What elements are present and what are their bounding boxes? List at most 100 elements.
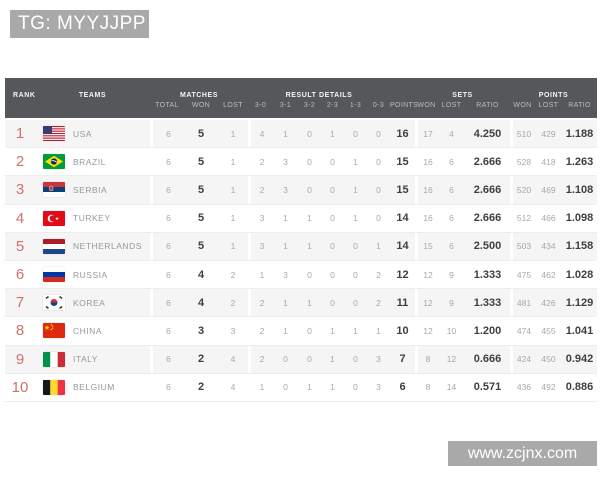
cell-result-3-2: 0 <box>307 128 312 139</box>
cell-result-3-0: 2 <box>248 148 273 176</box>
table-row[interactable]: 8 CHINA 6 3 3 2 1 0 1 1 1 10 12 10 1.200… <box>5 317 597 346</box>
cell-matches-won: 5 <box>197 240 205 253</box>
tg-badge: TG: MYYJJPP <box>10 10 149 38</box>
col-header-2-3: 2-3 <box>326 102 339 109</box>
cell-matches-lost: 2 <box>230 297 236 308</box>
rank-cell: 5 <box>15 237 25 255</box>
cell-matches-total: 6 <box>150 345 184 373</box>
cell-matches-total: 6 <box>150 176 184 204</box>
col-header-sets-ratio: RATIO <box>476 102 499 109</box>
kr-flag-icon <box>43 295 65 311</box>
table-row[interactable]: 5 NETHERLANDS 6 5 1 3 1 1 0 0 1 14 15 6 … <box>5 232 597 261</box>
team-name: BELGIUM <box>73 382 115 393</box>
us-flag-icon <box>43 126 65 142</box>
cell-matches-won: 5 <box>197 183 205 196</box>
team-name: TURKEY <box>73 213 111 224</box>
cell-matches-lost: 1 <box>230 213 236 224</box>
col-header-pts-lost: LOST <box>538 102 559 109</box>
cell-result-3-2: 0 <box>307 156 312 167</box>
team-cell: RUSSIA <box>35 261 150 288</box>
table-row[interactable]: 10 BELGIUM 6 2 4 1 0 1 1 0 3 6 8 14 0.57… <box>5 373 597 402</box>
cell-pts-lost: 429 <box>541 128 556 139</box>
cell-matches-lost: 4 <box>230 354 236 365</box>
col-header-sets-lost: LOST <box>441 102 462 109</box>
it-flag-icon <box>43 351 65 367</box>
col-header-sets-won: WON <box>417 102 436 109</box>
table-body: 1 USA 6 5 1 4 1 0 1 0 0 16 17 4 4.250 51… <box>5 118 597 402</box>
cell-result-0-3: 2 <box>376 269 381 280</box>
cell-matches-lost: 2 <box>230 269 236 280</box>
col-header-rank: RANK <box>13 92 36 99</box>
col-header-pts-ratio: RATIO <box>568 102 591 109</box>
cell-result-2-3: 0 <box>330 241 335 252</box>
table-row[interactable]: 4 TURKEY 6 5 1 3 1 1 0 1 0 14 16 6 2.666… <box>5 204 597 233</box>
cell-result-2-3: 0 <box>330 297 335 308</box>
cell-pts-ratio: 1.129 <box>565 296 594 309</box>
cell-matches-won: 3 <box>197 324 205 337</box>
cell-matches-lost: 1 <box>230 156 236 167</box>
cell-result-1-3: 0 <box>353 241 358 252</box>
cell-result-1-3: 1 <box>353 184 358 195</box>
cell-result-1-3: 0 <box>353 354 358 365</box>
cell-matches-won: 2 <box>197 353 205 366</box>
cell-pts-won: 424 <box>510 345 535 373</box>
cell-pts-won: 528 <box>510 148 535 176</box>
cell-result-3-0: 3 <box>248 232 273 260</box>
cell-matches-lost: 1 <box>230 184 236 195</box>
cell-result-3-1: 1 <box>283 325 288 336</box>
group-header-sets: SETS <box>452 92 473 99</box>
table-row[interactable]: 2 BRAZIL 6 5 1 2 3 0 0 1 0 15 16 6 2.666… <box>5 148 597 177</box>
cell-points: 14 <box>396 212 409 225</box>
cell-result-2-3: 0 <box>330 213 335 224</box>
team-name: RUSSIA <box>73 269 108 280</box>
cell-pts-ratio: 1.028 <box>565 268 594 281</box>
cell-matches-total: 6 <box>150 260 184 289</box>
cell-matches-total: 6 <box>150 317 184 345</box>
team-cell: TURKEY <box>35 205 150 232</box>
rs-flag-icon <box>43 182 65 198</box>
cell-pts-lost: 466 <box>541 213 556 224</box>
cell-sets-ratio: 1.200 <box>473 324 502 337</box>
col-header-total: TOTAL <box>155 102 179 109</box>
cell-sets-won: 12 <box>415 317 438 345</box>
table-row[interactable]: 9 ITALY 6 2 4 2 0 0 1 0 3 7 8 12 0.666 4… <box>5 345 597 374</box>
col-header-teams: TEAMS <box>78 92 107 99</box>
cell-result-0-3: 1 <box>376 325 381 336</box>
cell-pts-lost: 450 <box>541 354 556 365</box>
cell-result-0-3: 0 <box>376 156 381 167</box>
cell-matches-lost: 4 <box>230 382 236 393</box>
cell-sets-lost: 6 <box>449 156 454 167</box>
col-header-won: WON <box>191 102 211 109</box>
cell-matches-total: 6 <box>150 120 184 148</box>
table-row[interactable]: 1 USA 6 5 1 4 1 0 1 0 0 16 17 4 4.250 51… <box>5 120 597 149</box>
team-name: NETHERLANDS <box>73 241 142 252</box>
col-header-points: POINTS <box>390 102 419 109</box>
table-row[interactable]: 7 KOREA 6 4 2 2 1 1 0 0 2 11 12 9 1.333 … <box>5 289 597 318</box>
col-header-3-2: 3-2 <box>303 102 316 109</box>
cell-result-3-2: 1 <box>307 382 312 393</box>
cell-matches-lost: 3 <box>230 325 236 336</box>
team-name: BRAZIL <box>73 156 106 167</box>
team-name: SERBIA <box>73 184 108 195</box>
cell-sets-ratio: 2.666 <box>473 212 502 225</box>
team-cell: CHINA <box>35 317 150 344</box>
cell-result-2-3: 0 <box>330 184 335 195</box>
cell-result-3-0: 4 <box>248 120 273 148</box>
cell-result-2-3: 0 <box>330 156 335 167</box>
rank-cell: 10 <box>11 378 29 396</box>
rank-cell: 7 <box>15 294 25 312</box>
cell-sets-lost: 14 <box>446 382 457 393</box>
cell-pts-won: 520 <box>510 176 535 204</box>
cell-matches-won: 5 <box>197 212 205 225</box>
table-row[interactable]: 6 RUSSIA 6 4 2 1 3 0 0 0 2 12 12 9 1.333… <box>5 260 597 290</box>
cell-matches-won: 5 <box>197 155 205 168</box>
team-name: CHINA <box>73 325 102 336</box>
cell-result-2-3: 1 <box>330 325 335 336</box>
rank-cell: 2 <box>15 153 25 171</box>
cell-pts-won: 481 <box>510 289 535 317</box>
cell-result-2-3: 0 <box>330 269 335 280</box>
ru-flag-icon <box>43 267 65 283</box>
cell-matches-won: 5 <box>197 127 205 140</box>
table-row[interactable]: 3 SERBIA 6 5 1 2 3 0 0 1 0 15 16 6 2.666… <box>5 176 597 205</box>
cell-result-0-3: 2 <box>376 297 381 308</box>
